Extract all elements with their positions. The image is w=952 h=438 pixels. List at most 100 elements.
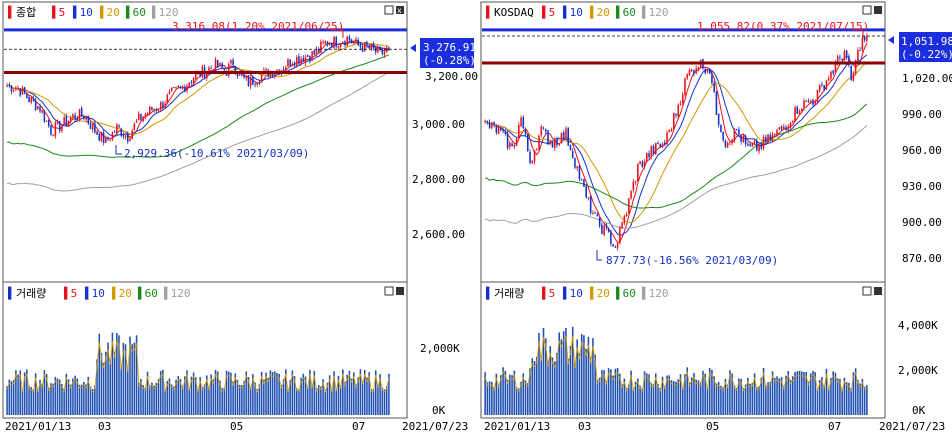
volume-bar bbox=[32, 389, 35, 415]
candle-body bbox=[118, 125, 120, 128]
candle-body bbox=[859, 49, 861, 51]
candle-body bbox=[34, 99, 37, 110]
candle-body bbox=[348, 36, 351, 41]
candle-body bbox=[576, 166, 578, 169]
volume-bar bbox=[791, 376, 794, 415]
volume-bar bbox=[140, 378, 142, 415]
candle-body bbox=[637, 163, 639, 182]
candle-body bbox=[708, 69, 711, 74]
volume-bar bbox=[247, 377, 250, 415]
volume-bar bbox=[769, 381, 772, 415]
legend-ma60: ▌60 bbox=[125, 5, 146, 19]
volume-bar bbox=[818, 379, 821, 415]
volume-bar bbox=[529, 368, 531, 415]
volume-bar bbox=[542, 328, 545, 415]
volume-bar bbox=[807, 381, 810, 415]
candle-body bbox=[214, 59, 217, 71]
close-button[interactable] bbox=[874, 6, 882, 14]
volume-tick: 2,000K bbox=[898, 364, 938, 377]
volume-tick: 2,000K bbox=[420, 342, 460, 355]
horizontal-levels bbox=[482, 28, 885, 65]
volume-bar bbox=[553, 361, 556, 415]
candle-body bbox=[166, 94, 169, 104]
volume-bar bbox=[249, 386, 252, 415]
candle-body bbox=[232, 59, 234, 66]
legend-ma20: ▌20 bbox=[589, 5, 610, 19]
candle-body bbox=[265, 68, 267, 71]
minimize-button[interactable] bbox=[862, 5, 872, 15]
candle-body bbox=[339, 44, 342, 47]
volume-bar bbox=[124, 344, 127, 415]
volume-bar bbox=[621, 384, 623, 415]
volume-bar bbox=[357, 377, 359, 415]
volume-bar bbox=[711, 369, 713, 415]
volume-bar bbox=[800, 371, 803, 415]
volume-bar bbox=[151, 382, 153, 415]
candle-body bbox=[190, 82, 193, 84]
candle-body bbox=[648, 153, 650, 158]
candle-body bbox=[295, 56, 298, 66]
volume-bar bbox=[227, 371, 230, 415]
candle-body bbox=[170, 87, 173, 91]
candle-body bbox=[803, 100, 805, 108]
volume-bar bbox=[834, 372, 837, 415]
candle-body bbox=[324, 40, 327, 44]
candle-body bbox=[175, 86, 177, 88]
volume-bar bbox=[789, 380, 792, 415]
candle-body bbox=[657, 142, 659, 144]
candle-body bbox=[789, 122, 792, 127]
volume-bar bbox=[26, 369, 28, 415]
volume-bar bbox=[565, 327, 567, 415]
volume-bar bbox=[484, 372, 486, 415]
volume-minimize-button[interactable] bbox=[862, 286, 872, 296]
candle-body bbox=[252, 76, 254, 85]
candle-body bbox=[137, 113, 140, 121]
volume-bar bbox=[823, 385, 825, 415]
candle-body bbox=[544, 128, 547, 132]
volume-bar bbox=[491, 381, 493, 415]
minimize-button[interactable] bbox=[384, 5, 394, 15]
volume-bar bbox=[208, 387, 210, 415]
candle-body bbox=[366, 41, 368, 46]
price-tick: 3,000.00 bbox=[412, 118, 465, 131]
volume-bar bbox=[83, 381, 85, 415]
candle-body bbox=[814, 100, 817, 105]
candle-body bbox=[300, 58, 302, 64]
volume-close-button[interactable] bbox=[874, 287, 882, 295]
legend-ma10: ▌10 bbox=[562, 5, 583, 19]
volume-bar bbox=[269, 370, 272, 415]
legend-ma120: ▌120 bbox=[641, 5, 669, 19]
candle-body bbox=[605, 224, 608, 228]
candle-body bbox=[484, 121, 486, 123]
candle-body bbox=[731, 139, 733, 143]
volume-bar bbox=[17, 374, 19, 415]
close-button[interactable] bbox=[396, 6, 404, 14]
volume-bar bbox=[109, 359, 111, 415]
volume-bar bbox=[148, 385, 151, 415]
volume-bar bbox=[612, 375, 614, 415]
candle-body bbox=[738, 129, 740, 135]
candle-body bbox=[45, 120, 48, 122]
volume-bar bbox=[830, 378, 832, 415]
candle-body bbox=[89, 123, 92, 129]
candle-body bbox=[722, 131, 724, 141]
volume-bar bbox=[274, 371, 276, 415]
volume-minimize-button[interactable] bbox=[384, 286, 394, 296]
volume-bar bbox=[623, 378, 626, 415]
candle-body bbox=[78, 109, 81, 120]
candle-body bbox=[825, 80, 828, 90]
volume-close-button[interactable] bbox=[396, 287, 404, 295]
volume-bar bbox=[663, 385, 666, 415]
candle-body bbox=[697, 67, 700, 70]
candle-body bbox=[131, 130, 133, 140]
volume-bar bbox=[605, 381, 608, 415]
candle-body bbox=[652, 145, 655, 154]
candle-body bbox=[87, 116, 90, 124]
volume-bar bbox=[794, 372, 796, 415]
volume-bar bbox=[175, 379, 177, 415]
candle-body bbox=[372, 43, 375, 49]
volume-bar bbox=[686, 367, 689, 415]
volume-bar bbox=[729, 370, 731, 415]
volume-bar bbox=[63, 388, 65, 415]
candle-body bbox=[227, 64, 230, 76]
